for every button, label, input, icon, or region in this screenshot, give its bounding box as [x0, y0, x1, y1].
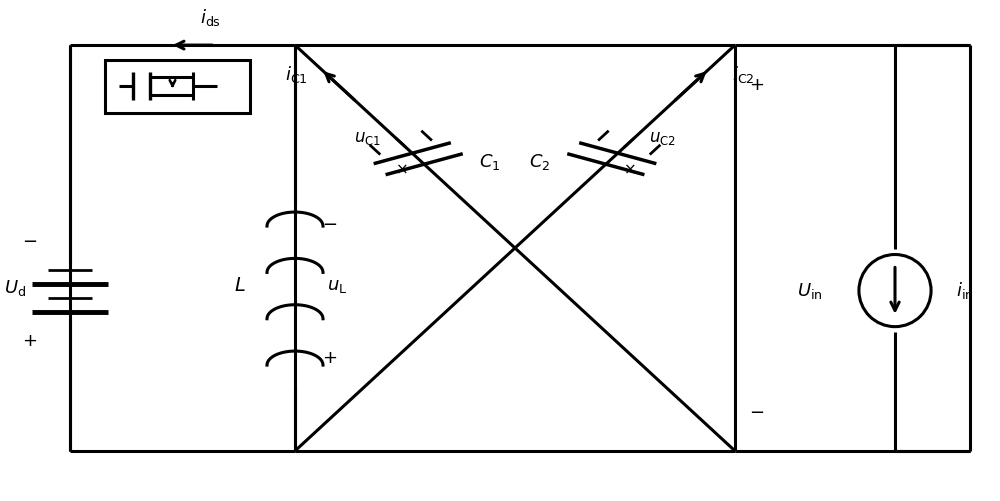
- Text: $-$: $-$: [322, 214, 338, 232]
- Text: $-$: $-$: [749, 402, 765, 420]
- Text: $u_{\rm L}$: $u_{\rm L}$: [327, 277, 347, 295]
- Text: $\times$: $\times$: [623, 162, 635, 176]
- Text: $i_{\rm C2}$: $i_{\rm C2}$: [732, 64, 755, 85]
- Text: $U_{\rm d}$: $U_{\rm d}$: [4, 278, 26, 298]
- Text: $+$: $+$: [749, 76, 765, 94]
- Text: $u_{\rm C1}$: $u_{\rm C1}$: [354, 129, 381, 147]
- Text: $i_{\rm C1}$: $i_{\rm C1}$: [285, 64, 308, 85]
- Text: $U_{\rm in}$: $U_{\rm in}$: [797, 281, 823, 301]
- Text: $i_{\rm ds}$: $i_{\rm ds}$: [200, 7, 220, 28]
- Text: $L$: $L$: [234, 276, 246, 295]
- Bar: [105, 60, 250, 113]
- Text: $u_{\rm C2}$: $u_{\rm C2}$: [649, 129, 676, 147]
- Text: $C_{2}$: $C_{2}$: [529, 152, 551, 172]
- Text: $-$: $-$: [22, 231, 38, 249]
- Text: $\times$: $\times$: [395, 162, 407, 176]
- Text: $+$: $+$: [22, 332, 38, 350]
- Text: $+$: $+$: [322, 349, 338, 367]
- Text: $C_{1}$: $C_{1}$: [479, 152, 501, 172]
- Text: $i_{\rm in}$: $i_{\rm in}$: [956, 280, 974, 301]
